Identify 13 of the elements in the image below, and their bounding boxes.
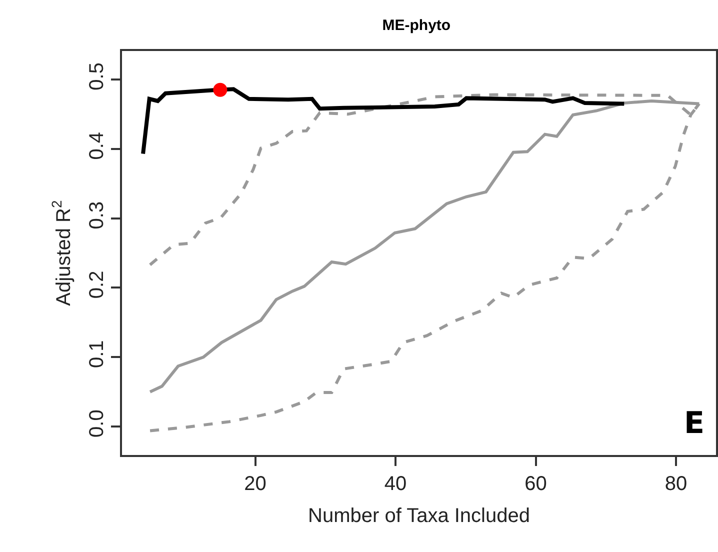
x-tick-label: 40	[384, 473, 407, 495]
y-tick-label: 0.5	[86, 62, 108, 90]
y-tick-label: 0.2	[86, 270, 108, 299]
x-tick-label: 80	[664, 473, 688, 495]
x-tick-label: 20	[244, 473, 266, 495]
annotation: E	[684, 406, 704, 441]
x-tick-label: 60	[524, 473, 547, 495]
y-tick-label: 0.1	[86, 340, 108, 368]
y-tick-label: 0.3	[86, 201, 108, 230]
x-axis-title: Number of Taxa Included	[308, 505, 530, 527]
y-tick-label: 0.4	[86, 132, 108, 160]
y-tick-label: 0.0	[86, 410, 108, 438]
chart-title: ME-phyto	[382, 17, 451, 34]
